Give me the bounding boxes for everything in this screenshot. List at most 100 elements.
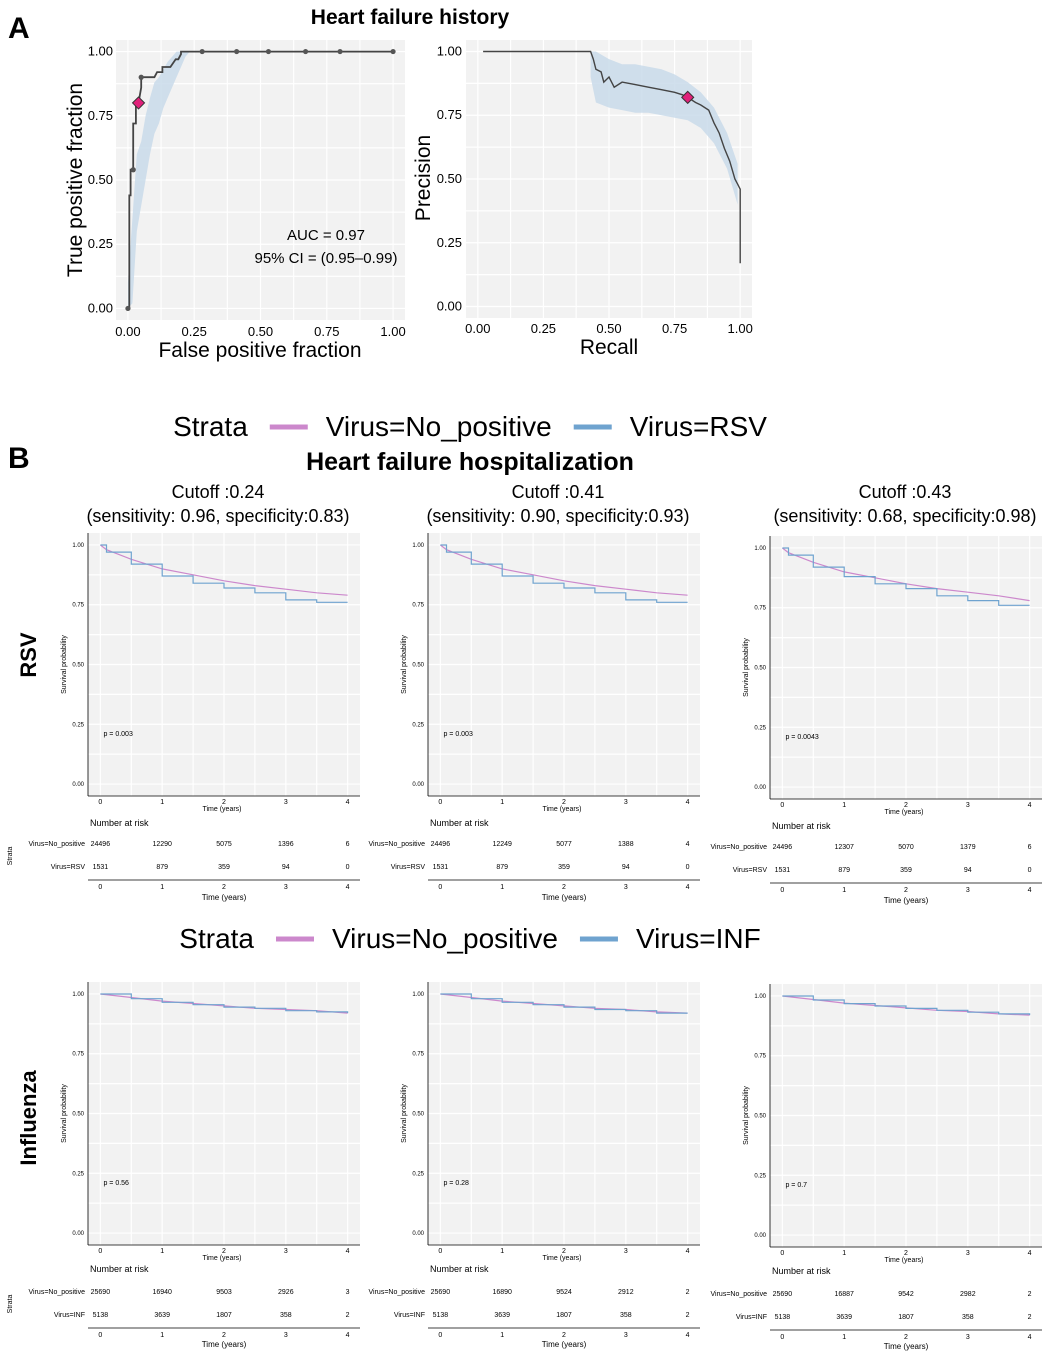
risk-table-title: Number at risk [772,821,831,831]
risk-table: Number at risk Virus=No_positive Virus=INF… [7,1264,360,1349]
km-curve-no-positive [100,544,348,596]
risk-x-tick-label: 4 [686,1332,690,1339]
risk-x-tick-label: 2 [562,1332,566,1339]
risk-x-tick-label: 1 [500,884,504,891]
legend-rsv-item-label: Virus=No_positive [326,411,552,442]
roc-point [125,305,131,312]
risk-cell: 6 [1028,844,1032,851]
risk-cell: 1388 [618,841,634,848]
roc-point [390,48,396,55]
risk-cell: 4 [686,841,690,848]
km-y-tick-label: 0.00 [754,785,766,791]
risk-x-tick-label: 2 [904,1334,908,1341]
km-x-tick-label: 3 [966,802,970,809]
pr-curve [483,50,741,264]
panel-a-title: Heart failure history [311,6,510,29]
risk-cell: 879 [838,867,850,874]
risk-strata-label-virus: Virus=INF [394,1312,425,1319]
risk-cell: 1531 [93,864,109,871]
km-curve-virus [100,544,348,603]
row-label-rsv: RSV [16,632,41,678]
km-y-axis-label: Survival probability [401,1084,408,1143]
roc-point [130,167,136,173]
km-y-tick-label: 0.75 [412,603,424,609]
risk-cell: 879 [156,864,168,871]
cutoff-metrics: (sensitivity: 0.68, specificity:0.98) [773,506,1036,526]
km-x-tick-label: 1 [842,802,846,809]
panel-b-letter: B [8,442,30,475]
risk-cell: 16940 [152,1289,172,1296]
row-label-influenza: Influenza [16,1070,41,1166]
risk-cell: 25690 [91,1289,111,1296]
km-x-tick-label: 0 [438,1248,442,1255]
risk-x-tick-label: 0 [780,887,784,894]
legend-influenza: Strata Virus=No_positive Virus=INF [179,923,760,954]
risk-strata-label-no-positive: Virus=No_positive [711,844,768,851]
risk-x-tick-label: 4 [1028,887,1032,894]
risk-cell: 1531 [433,864,449,871]
km-y-tick-label: 0.25 [754,725,766,731]
risk-cell: 1807 [216,1312,232,1319]
risk-cell: 358 [280,1312,292,1319]
risk-x-tick-label: 0 [98,1332,102,1339]
risk-cell: 1531 [775,867,791,874]
legend-rsv-item-label: Virus=RSV [630,411,768,442]
risk-x-tick-label: 3 [284,884,288,891]
risk-cell: 5070 [898,844,914,851]
risk-cell: 9524 [556,1289,572,1296]
km-x-axis-label: Time (years) [202,1255,241,1262]
km-curve-virus [440,993,688,1014]
km-x-tick-label: 0 [780,1250,784,1257]
roc-chart: 0.000.00 0.25 0.25 0.50 0.50 0.75 0.75 1.00 1.00… [64,40,406,362]
km-y-tick-label: 0.50 [412,663,424,669]
risk-cell: 2 [686,1312,690,1319]
km-x-tick-label: 3 [284,799,288,806]
pr-y-tick-label: 0.50 [437,171,462,186]
km-y-tick-label: 0.50 [754,1114,766,1120]
risk-cell: 359 [900,867,912,874]
km-y-tick-label: 1.00 [72,543,84,549]
risk-cell: 1396 [278,841,294,848]
cutoff-metrics: (sensitivity: 0.90, specificity:0.93) [426,506,689,526]
pr-x-axis-label: Recall [580,336,638,359]
km-x-tick-label: 2 [222,1248,226,1255]
roc-y-tick-label: 0.75 [88,108,113,123]
risk-x-axis-label: Time (years) [202,893,247,902]
risk-cell: 0 [686,864,690,871]
km-y-tick-label: 0.25 [412,1171,424,1177]
roc-y-tick-label: 1.00 [88,44,113,59]
risk-cell: 2 [1028,1314,1032,1321]
legend-influenza-item-label: Virus=INF [636,923,761,954]
risk-x-tick-label: 2 [222,1332,226,1339]
roc-x-tick-label: 0.00 [115,324,140,339]
risk-strata-axis-label: Strata [7,847,14,866]
km-y-tick-label: 1.00 [754,994,766,1000]
km-x-tick-label: 2 [562,799,566,806]
risk-x-tick-label: 3 [966,887,970,894]
risk-cell: 0 [1028,867,1032,874]
risk-cell: 1379 [960,844,976,851]
risk-cell: 24496 [431,841,451,848]
legend-influenza-title: Strata [179,923,254,954]
km-chart: 0.00 0.25 0.50 0.75 1.00 0 1 2 3 4 Time (years) Sur… [401,533,700,813]
km-y-tick-label: 0.50 [412,1112,424,1118]
risk-x-tick-label: 3 [966,1334,970,1341]
km-x-axis-label: Time (years) [542,806,581,813]
risk-x-tick-label: 4 [346,884,350,891]
pr-threshold-marker [681,90,695,105]
km-chart: 0.00 0.25 0.50 0.75 1.00 0 1 2 3 4 Time (years) Sur… [743,536,1042,816]
km-x-tick-label: 2 [562,1248,566,1255]
risk-cell: 16890 [492,1289,512,1296]
risk-cell: 0 [346,864,350,871]
km-chart: 0.00 0.25 0.50 0.75 1.00 0 1 2 3 4 Time (years) Sur… [61,982,360,1262]
panel-b-title: Heart failure hospitalization [306,448,634,476]
risk-x-tick-label: 4 [346,1332,350,1339]
km-y-tick-label: 0.25 [412,722,424,728]
risk-table: Number at risk Virus=No_positive Virus=RSV… [369,818,700,902]
risk-x-axis-label: Time (years) [202,1340,247,1349]
risk-cell: 2 [346,1312,350,1319]
roc-point [265,48,272,55]
km-curve-no-positive [782,547,1030,602]
km-curve-virus [440,544,688,603]
